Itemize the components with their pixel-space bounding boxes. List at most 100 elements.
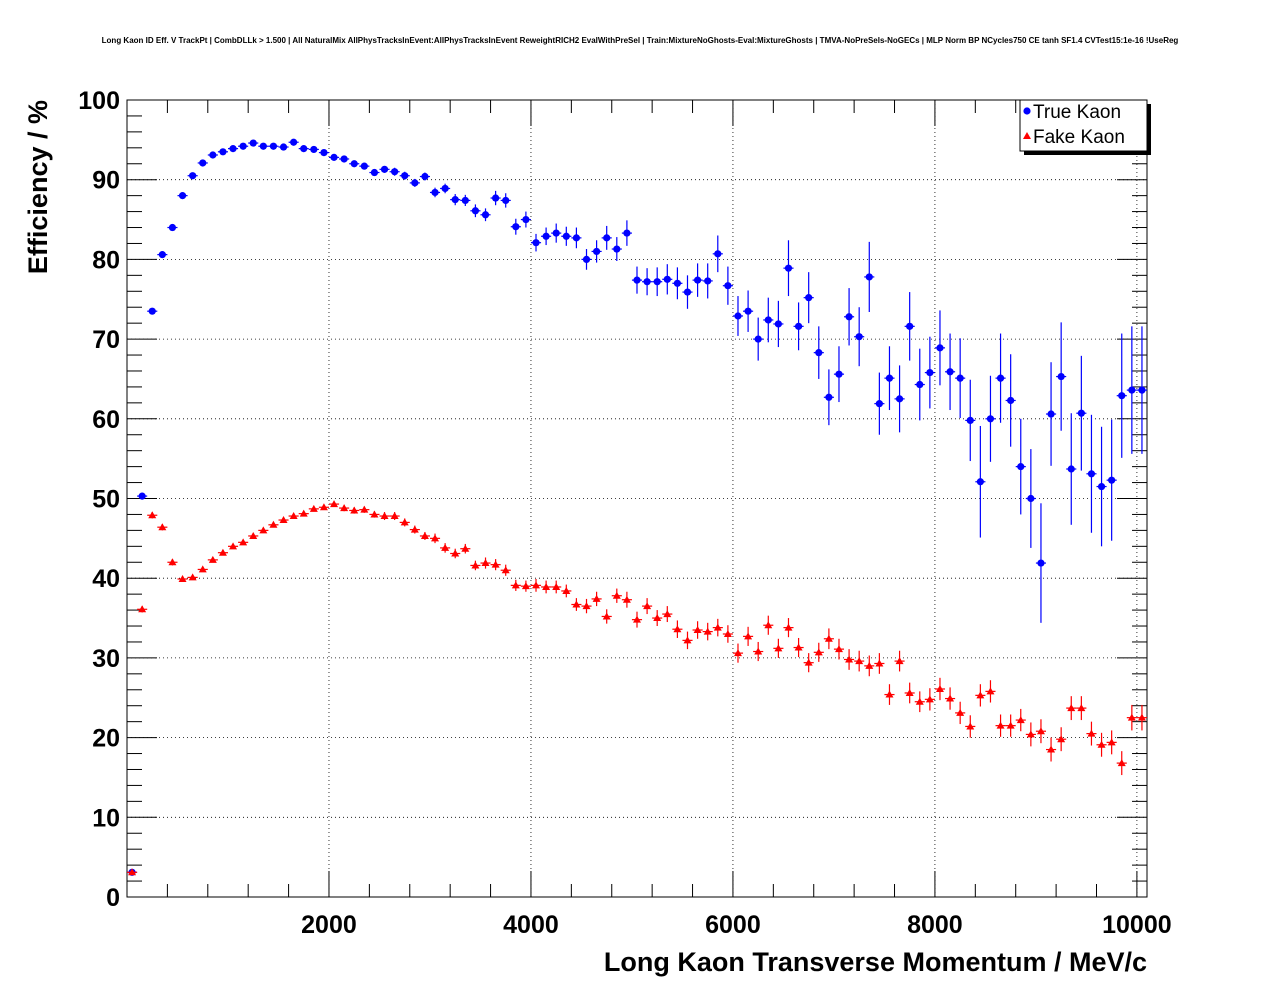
data-point (1086, 721, 1097, 746)
data-point (157, 523, 168, 531)
data-point (642, 598, 653, 615)
data-point (763, 297, 774, 343)
data-point (823, 628, 834, 650)
data-point (965, 379, 976, 462)
x-tick-label: 10000 (1102, 911, 1172, 939)
point-marker (168, 558, 177, 566)
point-marker (814, 648, 823, 656)
data-point (318, 503, 329, 511)
x-axis-title: Long Kaon Transverse Momentum / MeV/c (604, 947, 1147, 977)
point-marker (784, 264, 793, 272)
point-marker (1017, 463, 1025, 471)
point-marker (360, 505, 369, 513)
data-point (551, 580, 562, 594)
point-marker (1067, 465, 1075, 473)
data-point (702, 622, 713, 641)
point-marker (754, 647, 763, 655)
point-marker (189, 172, 197, 180)
point-marker (895, 395, 904, 403)
data-point (1116, 333, 1127, 458)
point-marker (138, 492, 146, 500)
data-point (581, 598, 592, 614)
point-marker (713, 623, 722, 631)
data-point (844, 288, 855, 346)
point-marker (1108, 476, 1116, 484)
data-point (318, 149, 329, 157)
data-point (985, 680, 996, 703)
data-point (197, 159, 208, 167)
data-point (389, 512, 400, 521)
point-marker (855, 333, 863, 341)
series-fake-kaon (127, 500, 1147, 876)
data-point (753, 317, 764, 361)
point-marker (986, 687, 995, 695)
data-point (783, 240, 794, 297)
point-marker (815, 349, 823, 357)
data-point (631, 266, 643, 294)
data-point (359, 162, 370, 170)
point-marker (764, 621, 773, 629)
point-marker (744, 307, 752, 315)
data-point (197, 565, 208, 573)
data-point (652, 267, 663, 297)
point-marker (1057, 372, 1065, 381)
data-point (409, 178, 420, 187)
data-point (157, 251, 168, 259)
x-tick-label: 2000 (301, 911, 357, 939)
point-marker (340, 504, 349, 512)
point-marker (835, 370, 843, 378)
data-point (722, 266, 733, 305)
point-marker (178, 574, 187, 582)
point-marker (400, 518, 409, 526)
point-marker (1007, 396, 1015, 405)
point-marker (209, 151, 217, 159)
data-point (561, 584, 572, 598)
point-marker (219, 148, 227, 156)
data-point (217, 548, 228, 556)
y-axis-title: Efficiency / % (23, 100, 53, 274)
data-point (813, 326, 824, 379)
data-point (541, 227, 552, 246)
legend: True Kaon Fake Kaon (1019, 99, 1151, 155)
point-marker (562, 586, 571, 594)
data-point (177, 192, 188, 200)
point-marker (996, 374, 1005, 382)
point-marker (441, 184, 449, 193)
point-marker (401, 172, 409, 180)
data-point (429, 533, 441, 544)
point-marker (269, 142, 278, 150)
data-point (248, 531, 259, 539)
point-marker (916, 380, 924, 389)
point-marker (542, 582, 551, 590)
point-marker (319, 503, 328, 511)
data-point (359, 505, 370, 513)
data-point (601, 609, 612, 624)
data-point (1096, 426, 1107, 547)
point-marker (774, 320, 782, 328)
data-point (1005, 714, 1016, 737)
data-point (1015, 418, 1026, 515)
point-marker (905, 688, 914, 696)
legend-box (1019, 99, 1148, 152)
point-marker (511, 581, 520, 589)
data-point (995, 714, 1006, 737)
data-point (732, 296, 744, 336)
y-tick-label: 30 (92, 645, 120, 673)
point-marker (198, 565, 207, 573)
data-point (1076, 696, 1087, 721)
point-marker (976, 691, 985, 699)
point-marker (956, 374, 964, 382)
data-point (955, 338, 966, 419)
data-point (753, 641, 764, 662)
y-tick-label: 10 (92, 804, 120, 832)
data-point (773, 638, 784, 658)
point-marker (875, 400, 883, 408)
data-point (621, 220, 632, 246)
point-marker (431, 534, 440, 542)
data-point (298, 145, 309, 153)
data-point (743, 626, 754, 646)
data-point (1066, 696, 1077, 721)
data-point (500, 564, 511, 576)
point-marker (290, 138, 298, 146)
